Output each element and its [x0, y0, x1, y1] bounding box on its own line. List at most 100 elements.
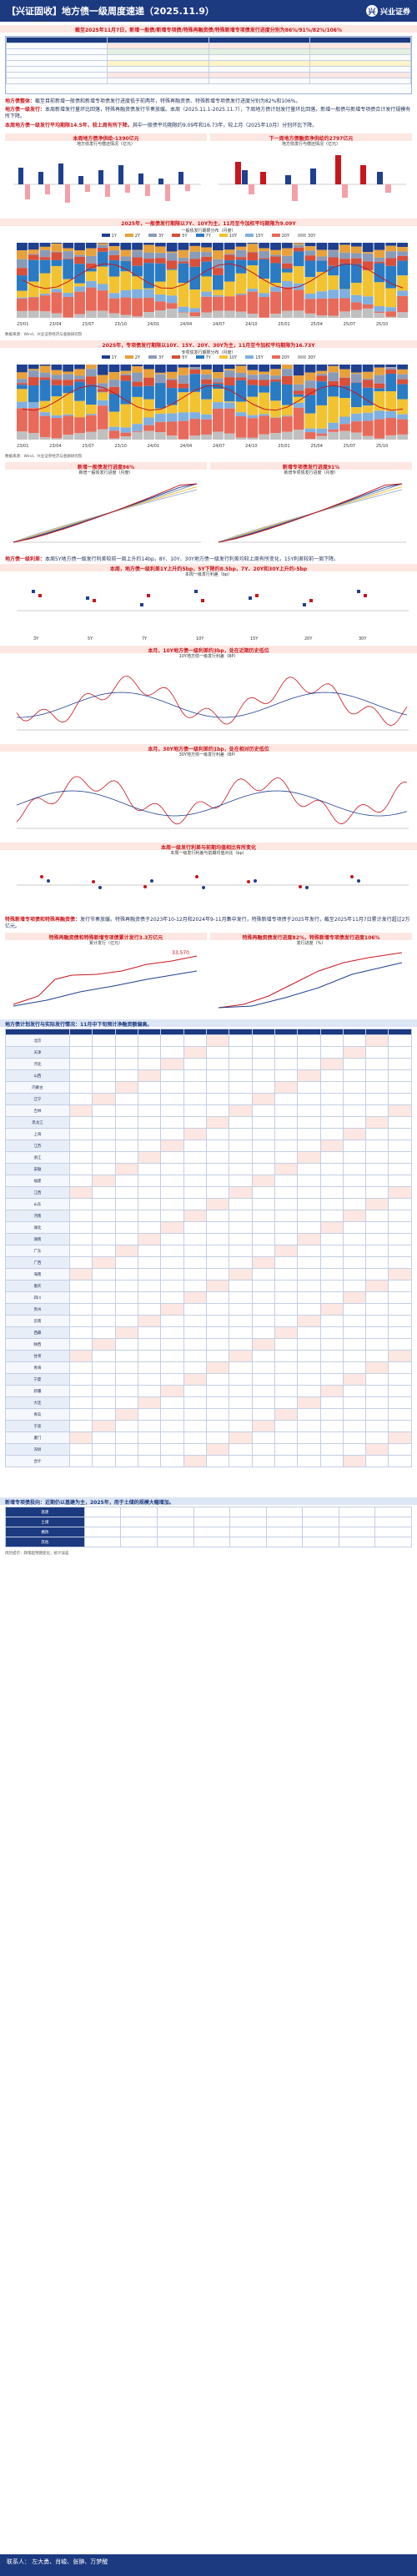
special-term-chart: 23/01 23/04 23/07 23/10 24/01 24/04 24/07 24/10…	[17, 364, 408, 449]
province-cell: 浙江	[5, 1151, 70, 1165]
plan-cell	[183, 1058, 207, 1071]
plan-cell	[114, 1221, 138, 1235]
stack-segment	[120, 436, 132, 440]
plan-cell	[388, 1315, 412, 1328]
plan-cell	[160, 1350, 184, 1363]
special-left-chart-title: 累计发行（亿元）	[88, 941, 123, 947]
quota-table: 基建 土储 棚改 其他	[5, 1507, 412, 1548]
plan-cell	[342, 1128, 367, 1141]
stack-segment	[143, 244, 154, 253]
plan-cell	[137, 1081, 162, 1094]
stack-segment	[108, 254, 120, 260]
plan-cell	[205, 1198, 230, 1211]
compare-dot-avg	[357, 879, 360, 883]
stack-segment	[304, 246, 316, 251]
stack-segment	[201, 276, 212, 292]
stack-segment	[97, 310, 108, 318]
plan-cell	[274, 1163, 299, 1176]
stack-segment	[28, 254, 39, 260]
stack-segment	[39, 249, 51, 258]
plan-cell	[160, 1140, 184, 1153]
plan-cell	[388, 1046, 412, 1059]
plan-cell	[114, 1104, 138, 1118]
plan-cell	[365, 1046, 389, 1059]
plan-cell	[274, 1443, 299, 1457]
plan-cell	[319, 1396, 344, 1410]
stack-segment	[39, 257, 51, 260]
plan-cell	[229, 1396, 253, 1410]
plan-cell	[160, 1326, 184, 1340]
plan-cell	[92, 1128, 116, 1141]
plan-cell	[388, 1350, 412, 1363]
stack-segment	[189, 366, 201, 370]
stack-segment	[143, 252, 154, 259]
plan-cell	[92, 1175, 116, 1188]
plan-cell	[92, 1303, 116, 1316]
spread-dot	[86, 596, 89, 601]
quota-cell	[265, 1527, 304, 1538]
plan-cell	[137, 1420, 162, 1433]
stack-segment	[74, 375, 85, 380]
plan-cell	[342, 1116, 367, 1130]
stack-segment	[247, 252, 259, 260]
stack-segment	[270, 381, 281, 401]
plan-cell	[137, 1210, 162, 1223]
plan-cell	[229, 1256, 253, 1270]
stack-segment	[154, 309, 166, 318]
stack-segment	[247, 396, 259, 415]
stack-segment	[304, 293, 316, 299]
plan-cell	[229, 1081, 253, 1094]
plan-cell	[160, 1093, 184, 1106]
plan-cell	[251, 1104, 275, 1118]
stack-segment	[350, 373, 362, 382]
stack-segment	[63, 296, 74, 318]
plan-cell	[68, 1093, 93, 1106]
stack-segment	[235, 293, 247, 295]
stack-segment	[97, 251, 108, 267]
stack-segment	[235, 380, 247, 402]
stack-segment	[281, 415, 293, 417]
plan-cell	[365, 1291, 389, 1305]
stack-segment	[362, 242, 374, 252]
general-term-banner: 2025年，一般债发行期限以7Y、10Y为主，11月至今加权平均期限为9.09Y	[0, 218, 417, 226]
stack-segment	[259, 242, 270, 249]
plan-cell	[251, 1350, 275, 1363]
stack-segment	[270, 375, 281, 380]
table-row: 宁波	[5, 1420, 412, 1433]
plan-cell	[229, 1350, 253, 1363]
stack-segment	[374, 364, 385, 368]
stack-segment	[224, 364, 235, 369]
stack-segment	[17, 290, 28, 298]
stack-segment	[350, 302, 362, 310]
plan-cell	[319, 1455, 344, 1468]
legend-swatch	[124, 234, 133, 238]
stack-segment	[17, 383, 28, 385]
stack-segment	[316, 373, 328, 376]
stack-segment	[166, 260, 178, 269]
stack-segment	[108, 426, 120, 431]
quota-cell	[83, 1537, 122, 1548]
stack-segment	[51, 370, 63, 375]
stack-segment	[213, 294, 224, 297]
stack-segment	[247, 288, 259, 292]
province-cell: 辽宁	[5, 1093, 70, 1106]
stack-segment	[374, 263, 385, 283]
plan-cell	[68, 1303, 93, 1316]
plan-cell	[229, 1291, 253, 1305]
stack-segment	[259, 296, 270, 318]
legend-item: 10Y	[219, 234, 237, 239]
spread-dot	[140, 603, 143, 607]
plan-cell	[183, 1431, 207, 1445]
quota-table-wrap: 基建 土储 棚改 其他	[0, 1505, 417, 1549]
plan-cell	[365, 1373, 389, 1386]
stack-segment	[362, 261, 374, 270]
plan-cell	[229, 1163, 253, 1176]
plan-cell	[183, 1221, 207, 1235]
plan-cell	[365, 1186, 389, 1200]
plan-cell	[137, 1408, 162, 1421]
stack-segment	[132, 364, 143, 366]
plan-cell	[388, 1198, 412, 1211]
stack-segment	[97, 242, 108, 244]
plan-cell	[183, 1081, 207, 1094]
stack-segment	[339, 416, 350, 425]
